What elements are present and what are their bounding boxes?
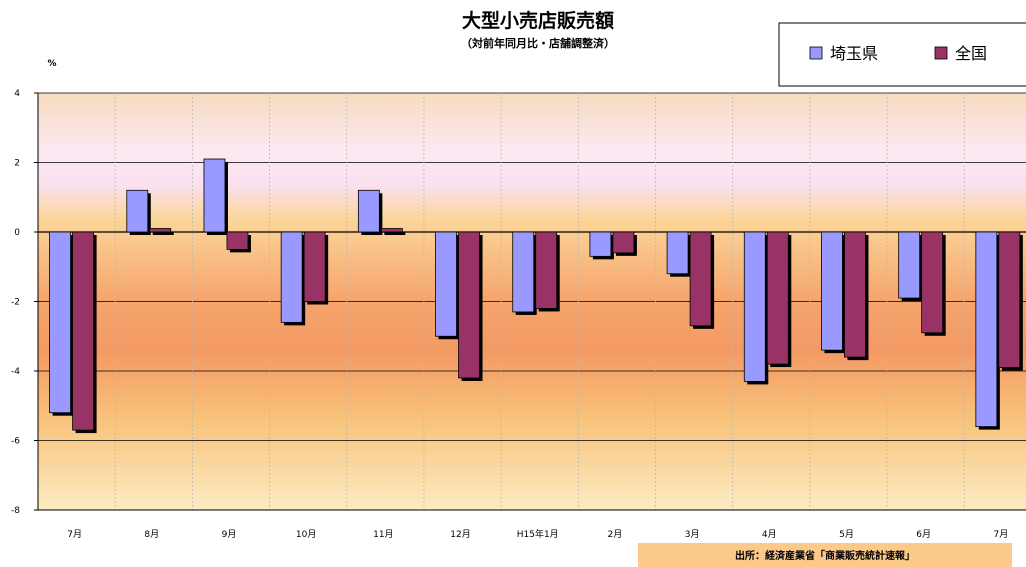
- bar-saitama: [512, 231, 535, 313]
- legend-label-saitama: 埼玉県: [830, 44, 878, 63]
- x-tick-label: 9月: [222, 529, 237, 540]
- x-tick-label: 7月: [993, 529, 1008, 540]
- legend-label-national: 全国: [955, 44, 987, 63]
- y-tick-label: 4: [14, 89, 20, 99]
- x-tick-label: 6月: [916, 529, 931, 540]
- bar-national: [844, 231, 866, 358]
- x-tick-label: 12月: [450, 529, 470, 540]
- bar-saitama: [126, 189, 149, 233]
- bar-saitama: [203, 158, 226, 233]
- bars: [49, 158, 1023, 434]
- legend-swatch-saitama: [809, 46, 823, 60]
- chart-subtitle: （対前年同月比・店舗調整済）: [461, 36, 615, 50]
- source-note: 出所：経済産業省「商業販売統計速報」: [735, 549, 915, 562]
- bar-national: [535, 231, 558, 309]
- bar-national: [612, 231, 635, 254]
- bar-saitama: [743, 231, 766, 382]
- x-tick-label: 10月: [296, 529, 316, 540]
- bar-saitama: [49, 231, 71, 414]
- y-tick-label: -4: [11, 367, 20, 377]
- bar-shadow: [384, 231, 406, 235]
- y-tick-label: 0: [14, 228, 20, 238]
- chart-title: 大型小売店販売額: [462, 9, 614, 32]
- y-tick-label: -8: [11, 506, 20, 516]
- bar-national: [766, 231, 789, 365]
- x-tick-label: 11月: [373, 529, 393, 540]
- x-tick-label: H15年1月: [517, 528, 559, 540]
- bar-national: [921, 231, 944, 334]
- bar-national: [303, 231, 326, 302]
- bar-national: [226, 231, 249, 250]
- source-box: [638, 543, 1012, 567]
- y-tick-label: -6: [11, 437, 20, 447]
- x-tick-label: 5月: [839, 529, 854, 540]
- bar-shadow: [152, 231, 174, 235]
- bar-national: [998, 231, 1021, 368]
- bar-saitama: [975, 231, 998, 428]
- bar-saitama: [666, 231, 689, 275]
- bar-saitama: [435, 231, 457, 337]
- x-tick-label: 7月: [67, 529, 82, 540]
- axes: 4 2 0 -2 -4 -6 -8 7月 8月 9月 10月 11月 12月 H15年1月 2月 3月 4月 5月…: [11, 89, 1026, 540]
- legend-swatch-national: [934, 46, 948, 60]
- bar-saitama: [898, 231, 921, 299]
- x-tick-label: 3月: [685, 529, 700, 540]
- bar-saitama: [357, 189, 380, 233]
- y-tick-label: 2: [14, 159, 20, 169]
- bar-national: [149, 228, 172, 233]
- legend: 埼玉県 全国: [778, 22, 1026, 87]
- bar-national: [458, 231, 480, 379]
- x-tick-label: 8月: [144, 529, 159, 540]
- bar-saitama: [280, 231, 303, 323]
- x-tick-label: 4月: [762, 529, 777, 540]
- bar-saitama: [821, 231, 843, 351]
- bar-national: [380, 228, 403, 233]
- x-tick-label: 2月: [608, 529, 623, 540]
- bar-national: [689, 231, 712, 327]
- y-tick-label: -2: [11, 298, 20, 308]
- y-axis-unit-label: %: [47, 59, 56, 69]
- bar-saitama: [589, 231, 612, 257]
- bar-national: [72, 231, 94, 431]
